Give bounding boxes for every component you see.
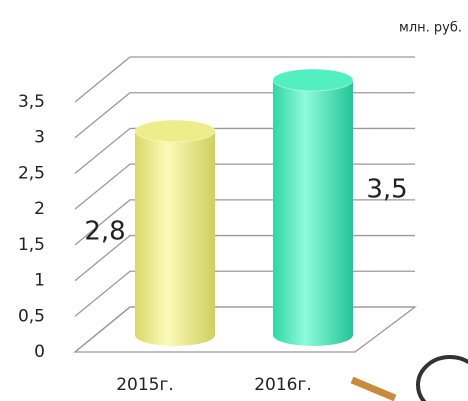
bar-top [272, 68, 354, 92]
y-tick-label: 3,5 [18, 92, 45, 112]
data-label: 2,8 [84, 217, 125, 247]
bar-top [134, 119, 216, 143]
bar [273, 80, 353, 346]
bar [135, 131, 215, 346]
y-tick-label: 1,5 [18, 235, 45, 255]
decoration [350, 355, 468, 401]
data-label: 3,5 [366, 175, 407, 205]
y-tick-label: 3 [34, 128, 45, 148]
x-tick-label: 2016г. [254, 375, 312, 395]
x-tick-label: 2015г. [116, 375, 174, 395]
y-tick-label: 0,5 [18, 306, 45, 326]
unit-label: млн. руб. [399, 21, 462, 36]
floor [73, 306, 417, 353]
y-tick-label: 2 [34, 199, 45, 219]
y-tick-label: 2,5 [18, 163, 45, 183]
y-tick-label: 0 [34, 342, 45, 362]
grid-line [74, 56, 415, 103]
y-tick-label: 1 [34, 271, 45, 291]
